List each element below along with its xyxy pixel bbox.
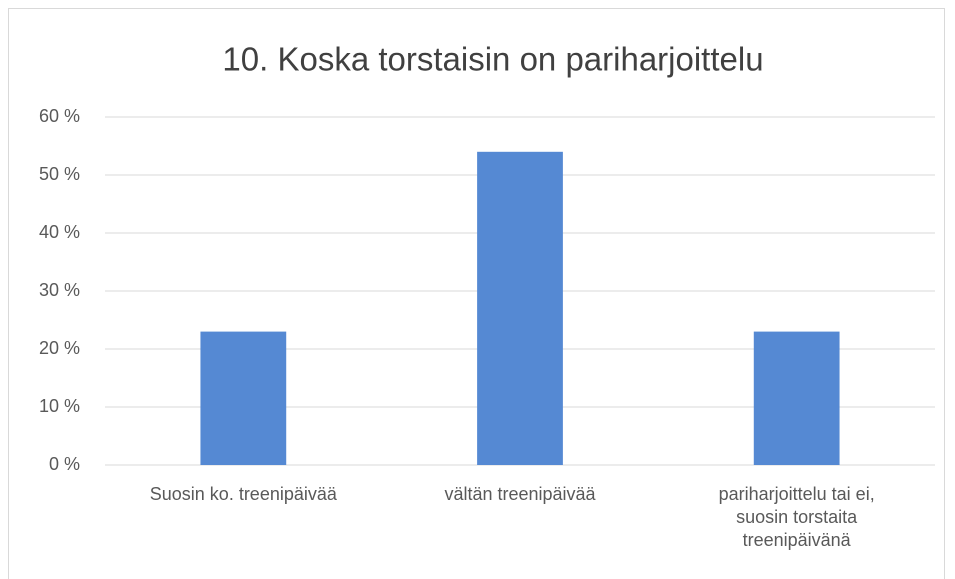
y-tick-label: 50 % [39, 164, 80, 184]
x-tick-label-box: pariharjoittelu tai ei, suosin torstaita… [718, 484, 875, 550]
y-tick-label: 60 % [39, 106, 80, 126]
chart-border [8, 8, 945, 579]
bar [477, 151, 563, 466]
bar [200, 331, 287, 465]
x-tick-label: pariharjoittelu tai ei, suosin torstaita… [718, 484, 875, 550]
bar [753, 331, 840, 465]
x-tick-label-box: Suosin ko. treenipäivää [149, 484, 337, 504]
y-tick-label: 40 % [39, 222, 80, 242]
x-tick-label-box: vältän treenipäivää [444, 484, 596, 504]
x-tick-label: vältän treenipäivää [444, 484, 596, 504]
y-tick-label: 20 % [39, 338, 80, 358]
y-tick-label: 0 % [49, 454, 80, 474]
chart-title: 10. Koska torstaisin on pariharjoittelu [222, 41, 763, 78]
x-tick-label: Suosin ko. treenipäivää [149, 484, 337, 504]
y-tick-label: 10 % [39, 396, 80, 416]
y-tick-label: 30 % [39, 280, 80, 300]
